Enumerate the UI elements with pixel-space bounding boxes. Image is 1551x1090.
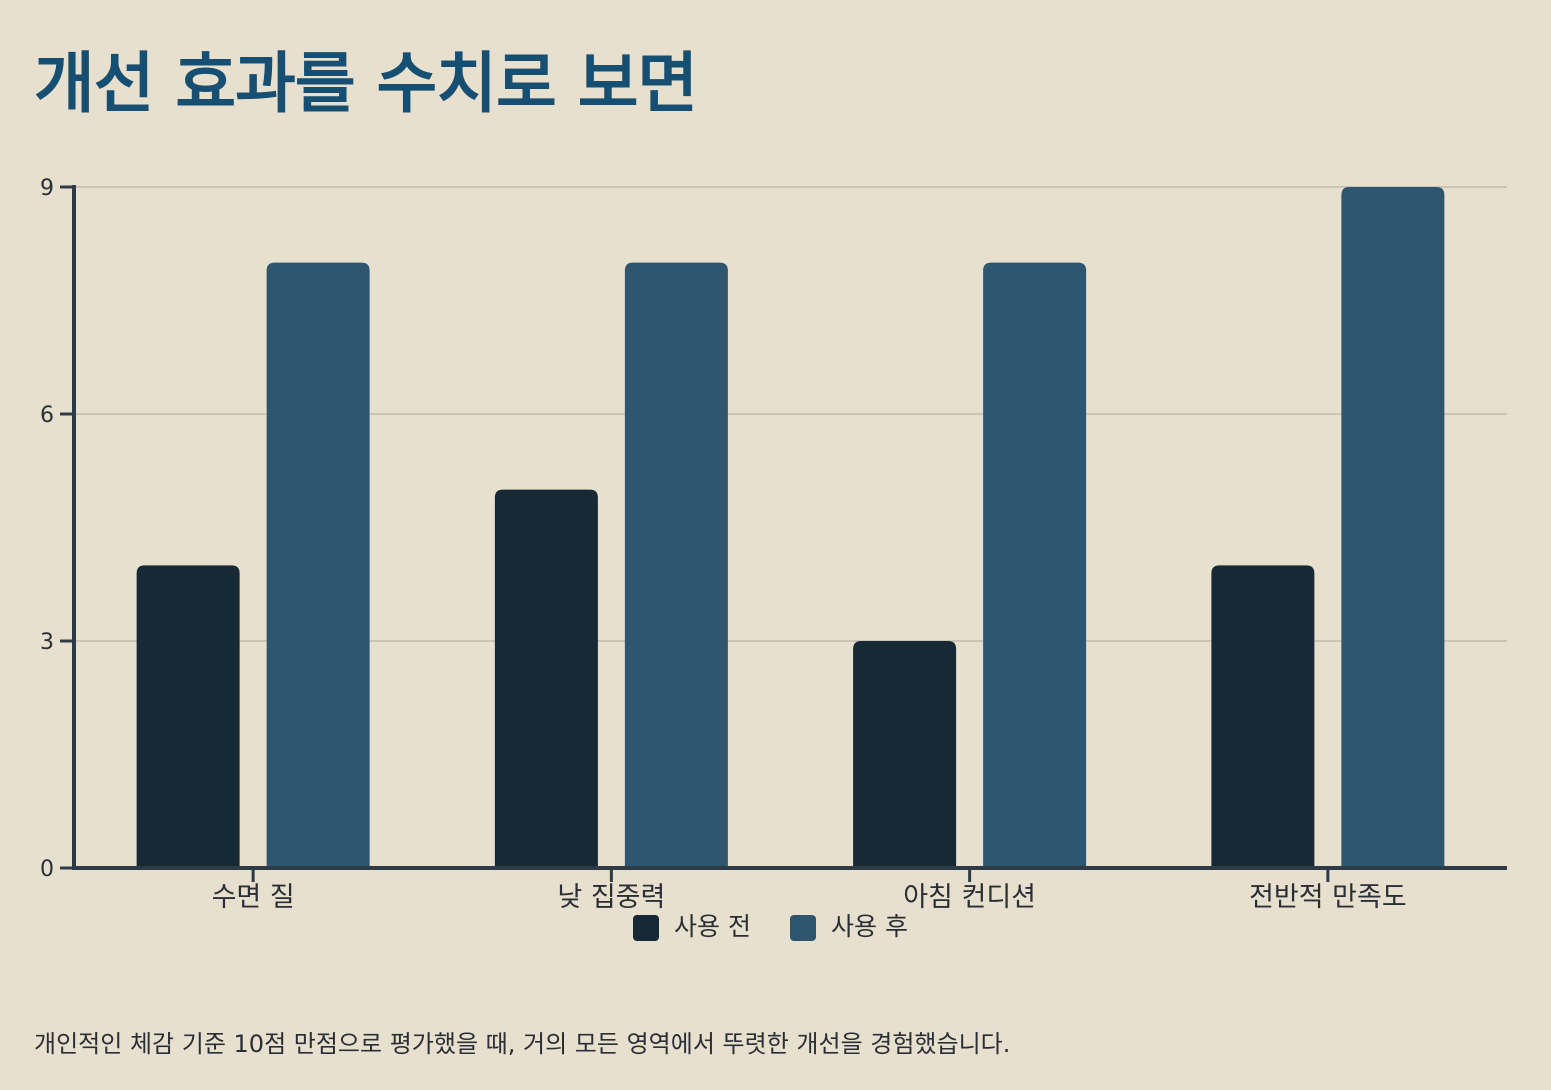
bar-before-2 xyxy=(853,641,957,868)
chart-caption: 개인적인 체감 기준 10점 만점으로 평가했을 때, 거의 모든 영역에서 뚜… xyxy=(34,1030,1011,1058)
bar-after-1 xyxy=(624,262,728,869)
legend-label-1: 사용 후 xyxy=(831,912,908,941)
y-tick-label-2: 6 xyxy=(40,403,54,428)
bar-after-0 xyxy=(266,262,370,869)
bar-after-3 xyxy=(1341,187,1445,868)
legend-item-before: 사용 전 xyxy=(633,912,751,941)
bars xyxy=(136,187,1445,869)
legend-swatch-0 xyxy=(633,915,659,941)
bar-before-1 xyxy=(494,489,598,868)
x-tick-label-3: 전반적 만족도 xyxy=(1249,882,1407,913)
x-tick-label-0: 수면 질 xyxy=(212,882,295,913)
legend-item-after: 사용 후 xyxy=(790,912,908,941)
bar-before-3 xyxy=(1211,565,1315,868)
bar-before-0 xyxy=(136,565,240,868)
legend: 사용 전 사용 후 xyxy=(633,912,908,941)
legend-label-0: 사용 전 xyxy=(674,912,751,941)
legend-swatch-1 xyxy=(790,915,816,941)
x-tick-label-2: 아침 컨디션 xyxy=(903,882,1036,913)
bar-after-2 xyxy=(983,262,1087,869)
page-title: 개선 효과를 수치로 보면 xyxy=(34,45,698,122)
x-tick-label-1: 낮 집중력 xyxy=(557,882,665,913)
y-tick-label-1: 3 xyxy=(40,630,54,655)
bar-chart: 0 3 6 9 수면 질 낮 집중력 아침 컨디션 전반적 만족도 사용 전 사용 후 xyxy=(40,176,1507,941)
axes: 0 3 6 9 수면 질 낮 집중력 아침 컨디션 전반적 만족도 xyxy=(40,176,1507,913)
y-tick-label-0: 0 xyxy=(40,857,54,882)
y-tick-label-3: 9 xyxy=(40,176,54,201)
